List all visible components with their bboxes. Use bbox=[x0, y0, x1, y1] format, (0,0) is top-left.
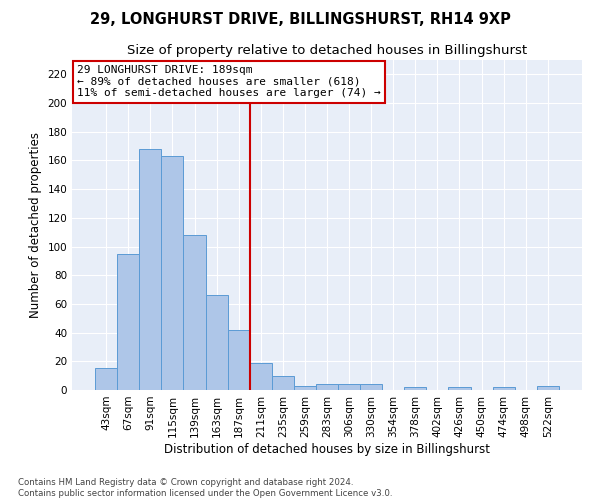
Y-axis label: Number of detached properties: Number of detached properties bbox=[29, 132, 42, 318]
Text: 29, LONGHURST DRIVE, BILLINGSHURST, RH14 9XP: 29, LONGHURST DRIVE, BILLINGSHURST, RH14… bbox=[89, 12, 511, 28]
Bar bbox=[95, 368, 117, 390]
Bar bbox=[184, 235, 206, 390]
Text: 29 LONGHURST DRIVE: 189sqm
← 89% of detached houses are smaller (618)
11% of sem: 29 LONGHURST DRIVE: 189sqm ← 89% of deta… bbox=[77, 65, 381, 98]
Bar bbox=[250, 362, 272, 390]
Bar bbox=[294, 386, 316, 390]
Bar bbox=[493, 387, 515, 390]
Bar bbox=[161, 156, 184, 390]
X-axis label: Distribution of detached houses by size in Billingshurst: Distribution of detached houses by size … bbox=[164, 442, 490, 456]
Text: Contains HM Land Registry data © Crown copyright and database right 2024.
Contai: Contains HM Land Registry data © Crown c… bbox=[18, 478, 392, 498]
Bar bbox=[404, 387, 427, 390]
Bar bbox=[537, 386, 559, 390]
Title: Size of property relative to detached houses in Billingshurst: Size of property relative to detached ho… bbox=[127, 44, 527, 58]
Bar bbox=[338, 384, 360, 390]
Bar bbox=[360, 384, 382, 390]
Bar bbox=[139, 149, 161, 390]
Bar bbox=[206, 296, 227, 390]
Bar bbox=[117, 254, 139, 390]
Bar bbox=[448, 387, 470, 390]
Bar bbox=[227, 330, 250, 390]
Bar bbox=[316, 384, 338, 390]
Bar bbox=[272, 376, 294, 390]
